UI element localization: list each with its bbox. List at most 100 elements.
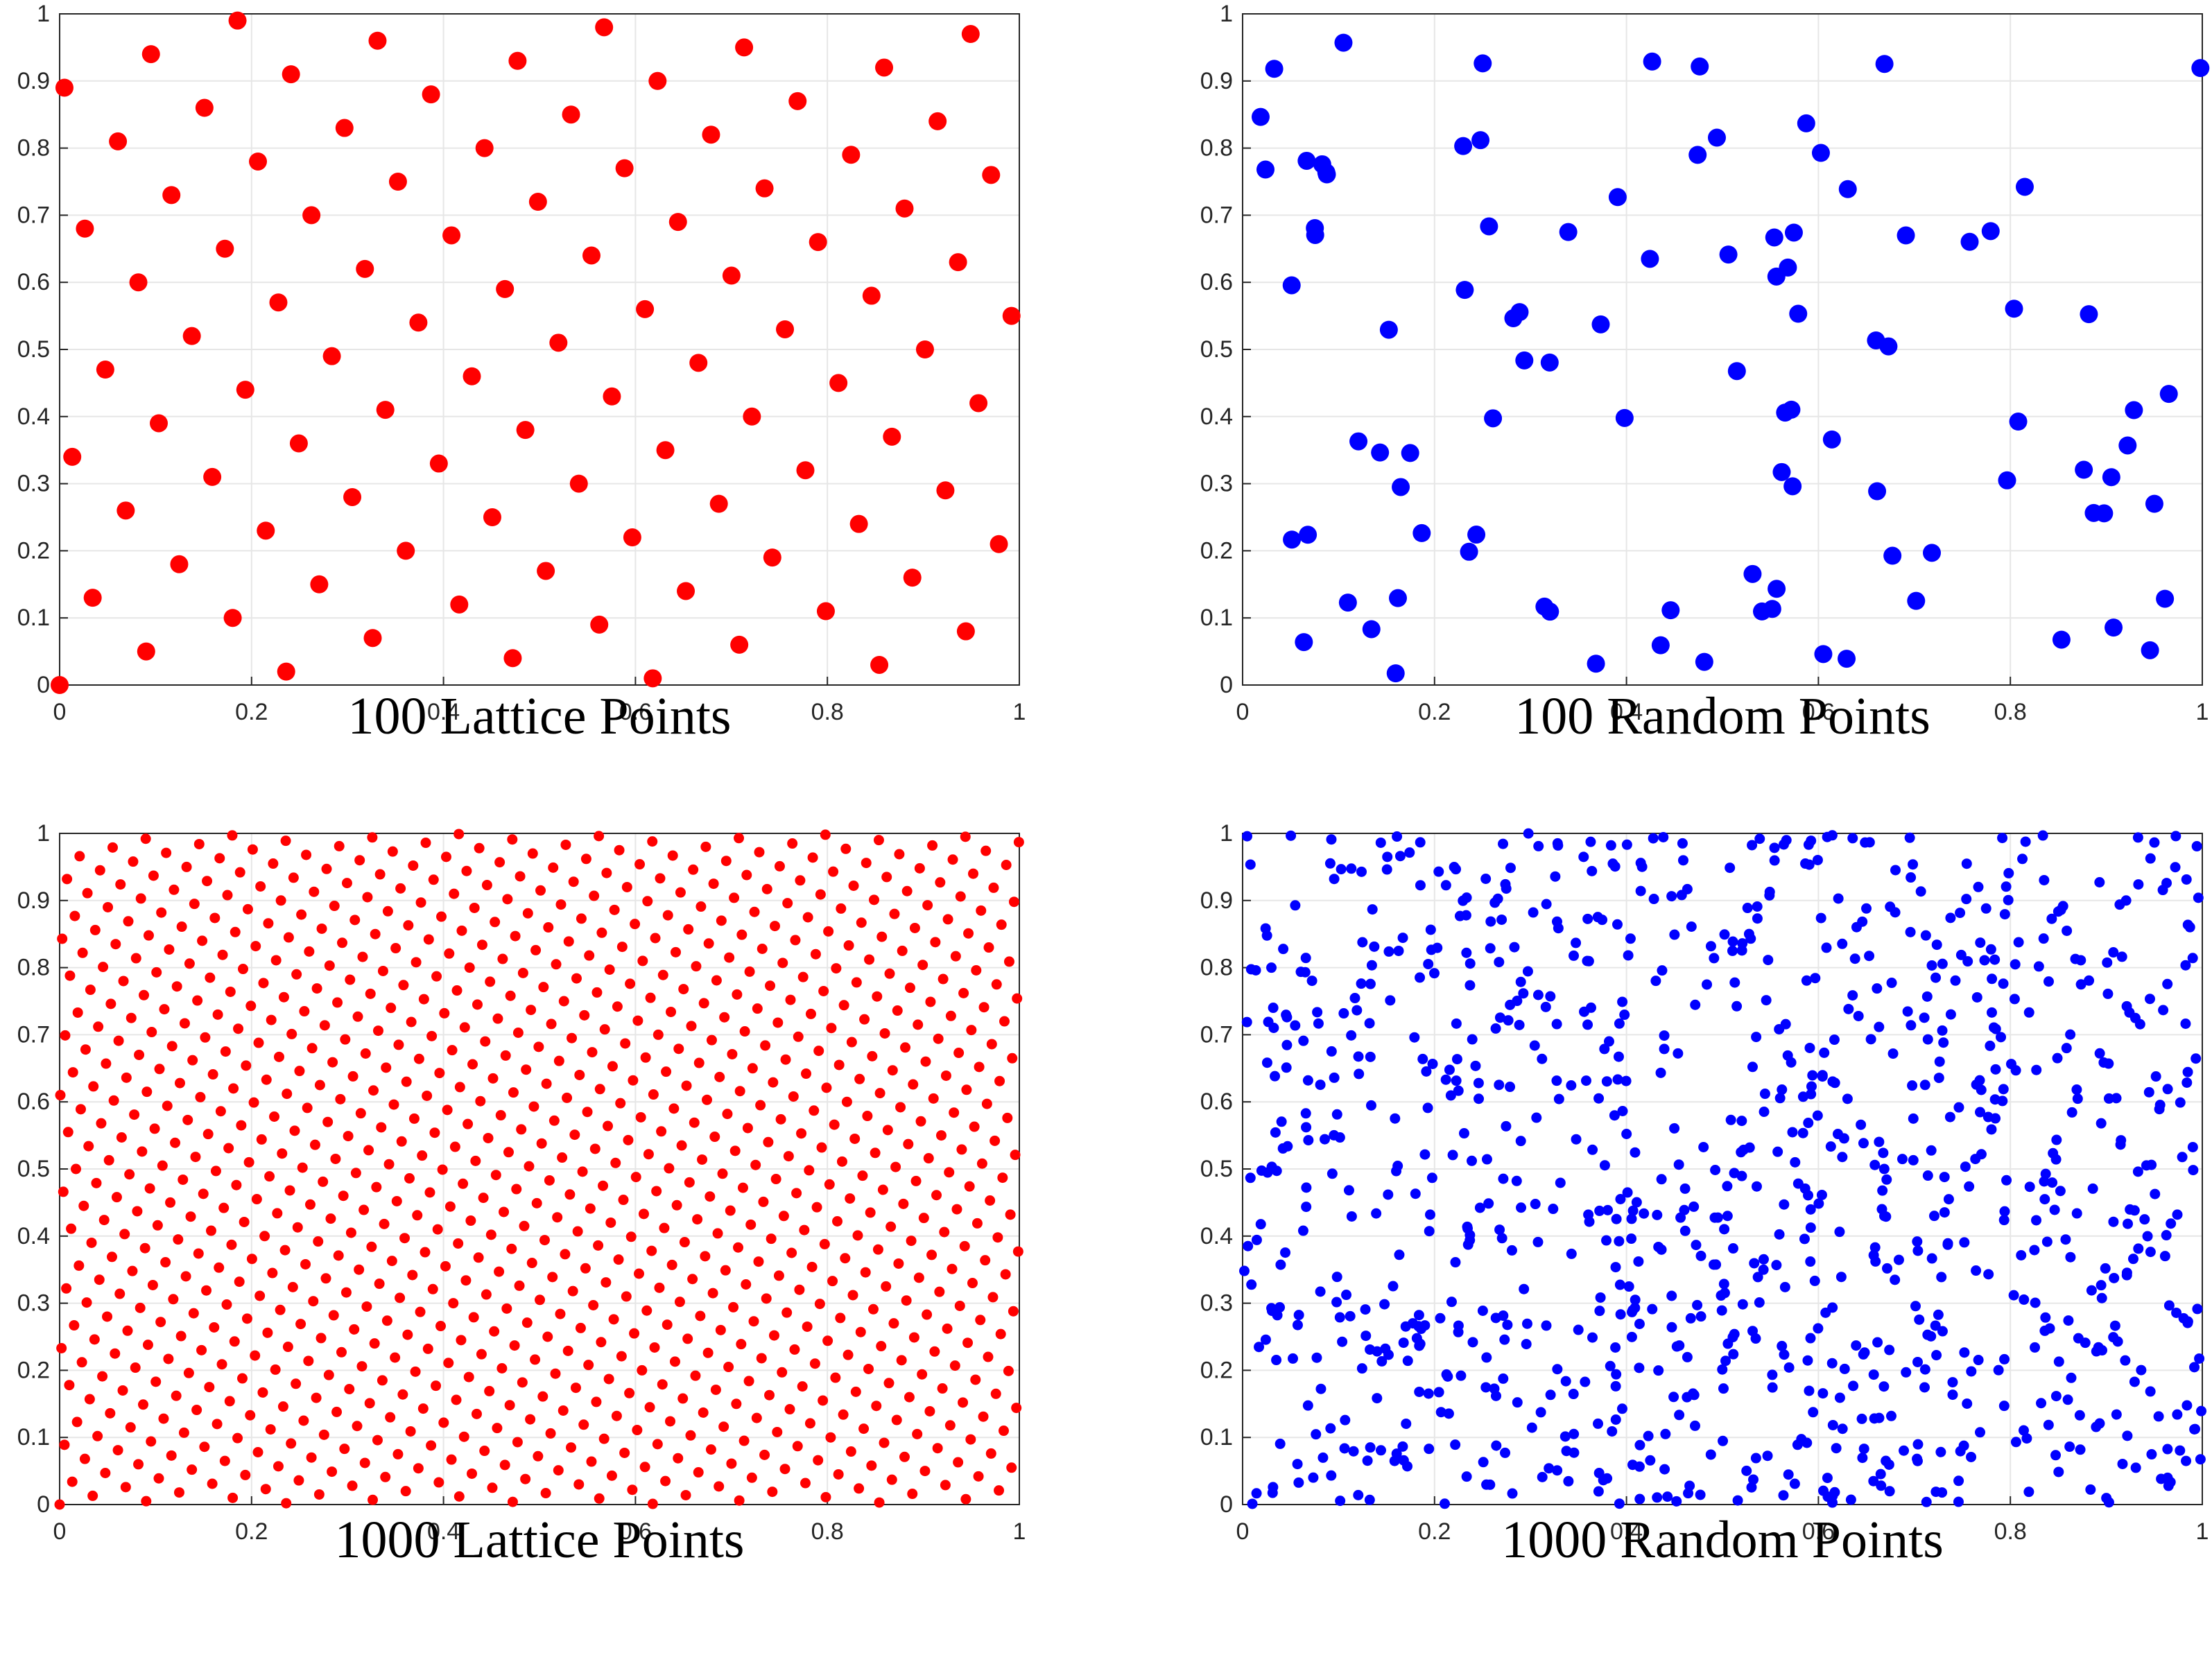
data-point (577, 1166, 588, 1177)
data-point (548, 1115, 560, 1126)
data-point (965, 1434, 976, 1445)
data-point (1272, 1310, 1283, 1321)
data-point (1920, 930, 1931, 941)
data-point (195, 98, 214, 117)
data-point (1809, 1275, 1820, 1286)
data-point (594, 1084, 605, 1095)
data-point (1833, 893, 1844, 904)
data-point (287, 1281, 298, 1292)
data-point (1446, 1297, 1457, 1308)
data-point (1255, 1219, 1266, 1230)
x-tick-label: 0 (53, 699, 67, 725)
x-tick-label: 0.6 (619, 1518, 652, 1545)
data-point (383, 1159, 395, 1170)
data-point (1386, 664, 1405, 683)
data-point (116, 1132, 127, 1143)
data-point (417, 1150, 428, 1161)
data-point (481, 1289, 492, 1300)
data-point (385, 1412, 396, 1423)
data-point (961, 25, 980, 44)
data-point (2030, 1342, 2041, 1353)
data-point (76, 1357, 87, 1368)
data-point (1489, 897, 1501, 908)
data-point (236, 1120, 247, 1131)
data-point (1837, 1152, 1848, 1163)
data-point (1251, 1234, 1262, 1245)
data-point (386, 1003, 397, 1014)
data-point (1887, 1048, 1899, 1059)
data-point (198, 1188, 209, 1199)
data-point (1934, 1056, 1945, 1067)
data-point (129, 1109, 140, 1120)
data-point (142, 1340, 153, 1351)
data-point (259, 1231, 270, 1242)
data-point (1597, 915, 1608, 926)
data-point (1262, 1167, 1273, 1178)
data-point (1239, 1265, 1250, 1276)
data-point (668, 213, 687, 232)
data-point (2159, 1251, 2170, 1262)
data-point (1722, 1211, 1733, 1222)
data-point (664, 1163, 675, 1174)
data-point (661, 1066, 672, 1077)
data-point (521, 1064, 532, 1075)
data-point (929, 1346, 940, 1357)
data-point (1764, 890, 1775, 901)
data-point (228, 11, 247, 30)
data-point (1804, 1385, 1815, 1396)
data-point (433, 1477, 444, 1488)
data-point (1496, 914, 1507, 925)
data-point (928, 112, 947, 130)
data-point (666, 1006, 677, 1017)
data-point (350, 1168, 361, 1179)
data-point (1275, 1259, 1286, 1270)
data-point (1317, 1452, 1329, 1463)
data-point (1875, 1468, 1886, 1480)
data-point (2162, 1444, 2173, 1455)
data-point (1761, 995, 1772, 1006)
data-point (1627, 1459, 1638, 1471)
data-point (368, 1494, 379, 1505)
data-point (915, 1116, 926, 1127)
data-point (2187, 953, 2198, 964)
data-point (863, 1363, 874, 1374)
data-point (2132, 832, 2143, 843)
data-point (1959, 1347, 1970, 1358)
data-point (507, 1496, 518, 1507)
data-point (150, 414, 169, 433)
data-point (2047, 1177, 2058, 1188)
data-point (1805, 1256, 1816, 1267)
data-point (956, 1144, 967, 1155)
data-point (1657, 965, 1668, 976)
data-point (458, 1178, 469, 1189)
data-point (901, 1295, 912, 1306)
data-point (1947, 1377, 1958, 1388)
data-point (127, 1265, 138, 1276)
data-point (1843, 1003, 1854, 1014)
data-point (1407, 1318, 1418, 1329)
data-point (1614, 1279, 1625, 1290)
data-point (454, 1082, 465, 1093)
data-point (1559, 223, 1578, 241)
data-point (336, 1346, 347, 1358)
data-point (334, 840, 345, 851)
data-point (562, 1092, 573, 1103)
data-point (485, 1229, 496, 1240)
data-point (1356, 978, 1367, 989)
data-point (1955, 908, 1966, 919)
x-tick-label: 0.8 (811, 699, 844, 725)
data-point (2145, 494, 2163, 513)
data-point (359, 1457, 370, 1468)
data-point (1442, 1371, 1453, 1382)
data-point (1718, 1279, 1729, 1290)
data-point (895, 199, 914, 218)
data-point (63, 447, 82, 466)
data-point (958, 1397, 969, 1408)
data-point (1607, 858, 1618, 869)
data-point (335, 1093, 346, 1104)
data-point (1817, 1388, 1829, 1399)
data-point (743, 407, 761, 426)
data-point (1752, 913, 1763, 924)
data-point (415, 1306, 426, 1317)
data-point (106, 1251, 117, 1263)
